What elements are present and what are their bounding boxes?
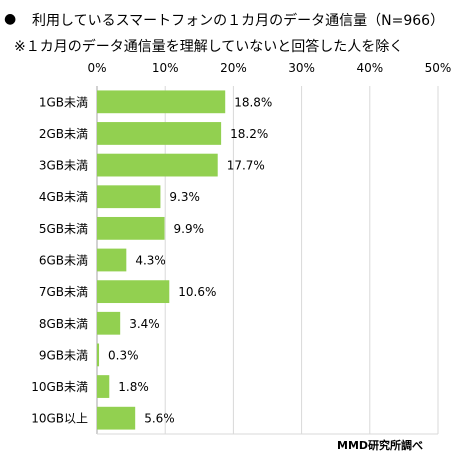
data-label: 9.9% — [174, 222, 205, 236]
data-label: 5.6% — [144, 412, 175, 426]
category-label: 4GB未満 — [39, 190, 88, 204]
category-label: 5GB未満 — [39, 222, 88, 236]
bar — [97, 153, 218, 177]
data-label: 4.3% — [135, 254, 166, 268]
bar — [97, 375, 110, 398]
source-credit: MMD研究所調べ — [337, 439, 424, 452]
x-tick-label: 40% — [356, 61, 383, 75]
bar — [97, 185, 161, 209]
data-label: 17.7% — [227, 159, 265, 173]
category-label: 9GB未満 — [39, 348, 88, 362]
bar — [97, 90, 226, 114]
x-tick-label: 10% — [152, 61, 179, 75]
data-label: 18.8% — [234, 95, 272, 109]
bar — [97, 248, 127, 272]
bar — [97, 311, 121, 335]
bar — [97, 216, 165, 240]
category-label: 3GB未満 — [39, 159, 88, 173]
chart-title: 利用しているスマートフォンの１カ月のデータ通信量（N=966） — [32, 13, 445, 29]
data-label: 1.8% — [118, 380, 149, 394]
data-label: 9.3% — [169, 190, 200, 204]
chart-subtitle: ※１カ月のデータ通信量を理解していないと回答した人を除く — [14, 39, 404, 55]
category-label: 10GB以上 — [31, 412, 88, 426]
x-tick-label: 50% — [425, 61, 452, 75]
bar — [97, 406, 136, 430]
category-label: 10GB未満 — [31, 380, 88, 394]
data-label: 18.2% — [230, 127, 268, 141]
x-tick-label: 0% — [87, 61, 106, 75]
x-tick-label: 20% — [220, 61, 247, 75]
category-label: 1GB未満 — [39, 95, 88, 109]
title-bullet: ● — [4, 11, 17, 27]
data-label: 0.3% — [108, 348, 138, 362]
bar — [97, 280, 170, 304]
x-tick-label: 30% — [288, 61, 315, 75]
bar — [97, 122, 222, 145]
category-label: 7GB未満 — [39, 285, 88, 299]
data-label: 3.4% — [129, 317, 160, 331]
data-label: 10.6% — [178, 285, 216, 299]
bar — [97, 343, 100, 367]
category-label: 2GB未満 — [39, 127, 88, 141]
category-label: 8GB未満 — [39, 317, 88, 331]
category-label: 6GB未満 — [39, 254, 88, 268]
